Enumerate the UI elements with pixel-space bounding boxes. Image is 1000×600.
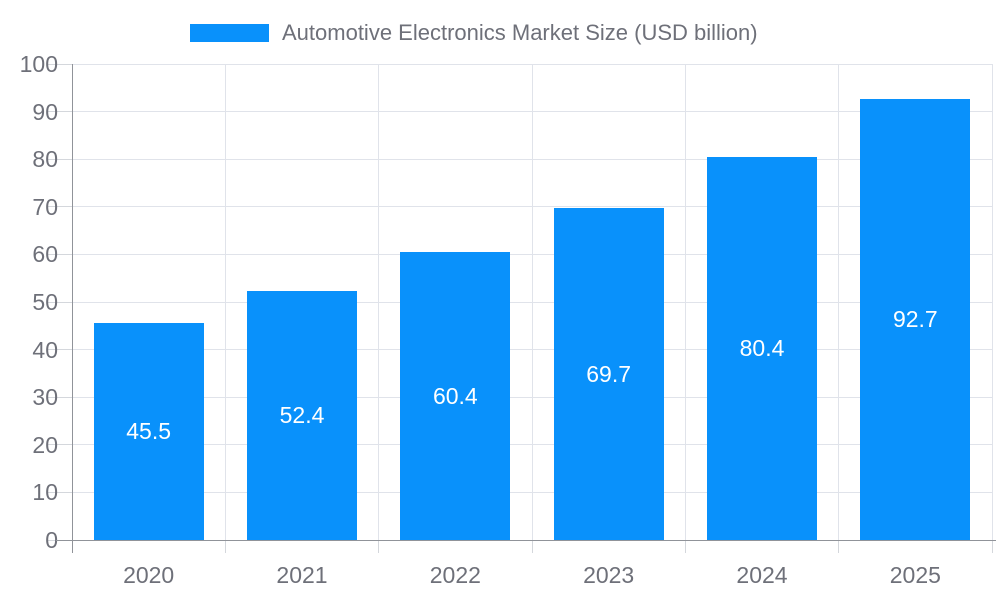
x-axis-tick <box>684 540 686 553</box>
grid-line-vertical <box>224 64 226 540</box>
x-axis-line <box>56 540 996 541</box>
y-axis-tick <box>48 63 72 65</box>
y-axis-tick <box>48 158 72 160</box>
bar-value-label: 69.7 <box>586 360 632 387</box>
x-axis-tick <box>991 540 993 553</box>
y-axis-label: 50 <box>32 289 58 315</box>
y-axis-label: 10 <box>32 479 58 506</box>
bar[interactable]: 80.4 <box>707 157 817 540</box>
y-axis-tick <box>48 206 72 208</box>
x-axis-tick <box>378 540 380 553</box>
y-axis-label: 70 <box>32 193 58 220</box>
y-axis-tick <box>48 396 72 398</box>
legend-item[interactable]: Automotive Electronics Market Size (USD … <box>190 15 758 51</box>
y-axis-label: 90 <box>32 98 58 125</box>
y-axis-line <box>72 64 73 553</box>
bar[interactable]: 52.4 <box>247 290 357 540</box>
y-axis-label: 60 <box>32 241 58 268</box>
bar[interactable]: 45.5 <box>93 323 204 540</box>
bar[interactable]: 92.7 <box>860 98 971 540</box>
x-axis-tick <box>838 540 840 553</box>
x-axis-label: 2025 <box>889 562 941 588</box>
legend-swatch-icon <box>190 24 269 42</box>
y-axis-label: 40 <box>32 336 58 363</box>
bar[interactable]: 69.7 <box>553 208 664 540</box>
grid-line-vertical <box>684 64 686 540</box>
grid-line-vertical <box>838 64 840 540</box>
y-axis-tick <box>48 111 72 113</box>
bar-value-label: 80.4 <box>739 335 785 362</box>
bar-value-label: 52.4 <box>279 401 325 428</box>
y-axis-label: 30 <box>32 384 58 411</box>
grid-line-vertical <box>531 64 533 540</box>
x-axis-label: 2024 <box>736 562 788 588</box>
bar-value-label: 60.4 <box>432 382 478 409</box>
y-axis-tick <box>48 444 72 446</box>
x-axis-label: 2020 <box>123 562 175 588</box>
y-axis-label: 80 <box>32 146 58 173</box>
legend-label: Automotive Electronics Market Size (USD … <box>282 20 758 45</box>
x-axis-tick <box>531 540 533 553</box>
x-axis-label: 2022 <box>429 562 481 588</box>
x-axis-label: 2021 <box>276 562 328 588</box>
y-axis-label: 0 <box>45 527 58 553</box>
y-axis-tick <box>48 301 72 303</box>
x-axis-label: 2023 <box>583 562 635 588</box>
grid-line-vertical <box>991 64 993 540</box>
grid-line-vertical <box>378 64 380 540</box>
y-axis-tick <box>48 253 72 255</box>
bar-value-label: 45.5 <box>126 418 172 445</box>
bar-value-label: 92.7 <box>892 305 938 332</box>
y-axis-label: 20 <box>32 431 58 458</box>
y-axis-label: 100 <box>19 51 58 77</box>
x-axis-tick <box>224 540 226 553</box>
y-axis-tick <box>48 349 72 351</box>
y-axis-tick <box>48 491 72 493</box>
bar[interactable]: 60.4 <box>400 252 511 540</box>
